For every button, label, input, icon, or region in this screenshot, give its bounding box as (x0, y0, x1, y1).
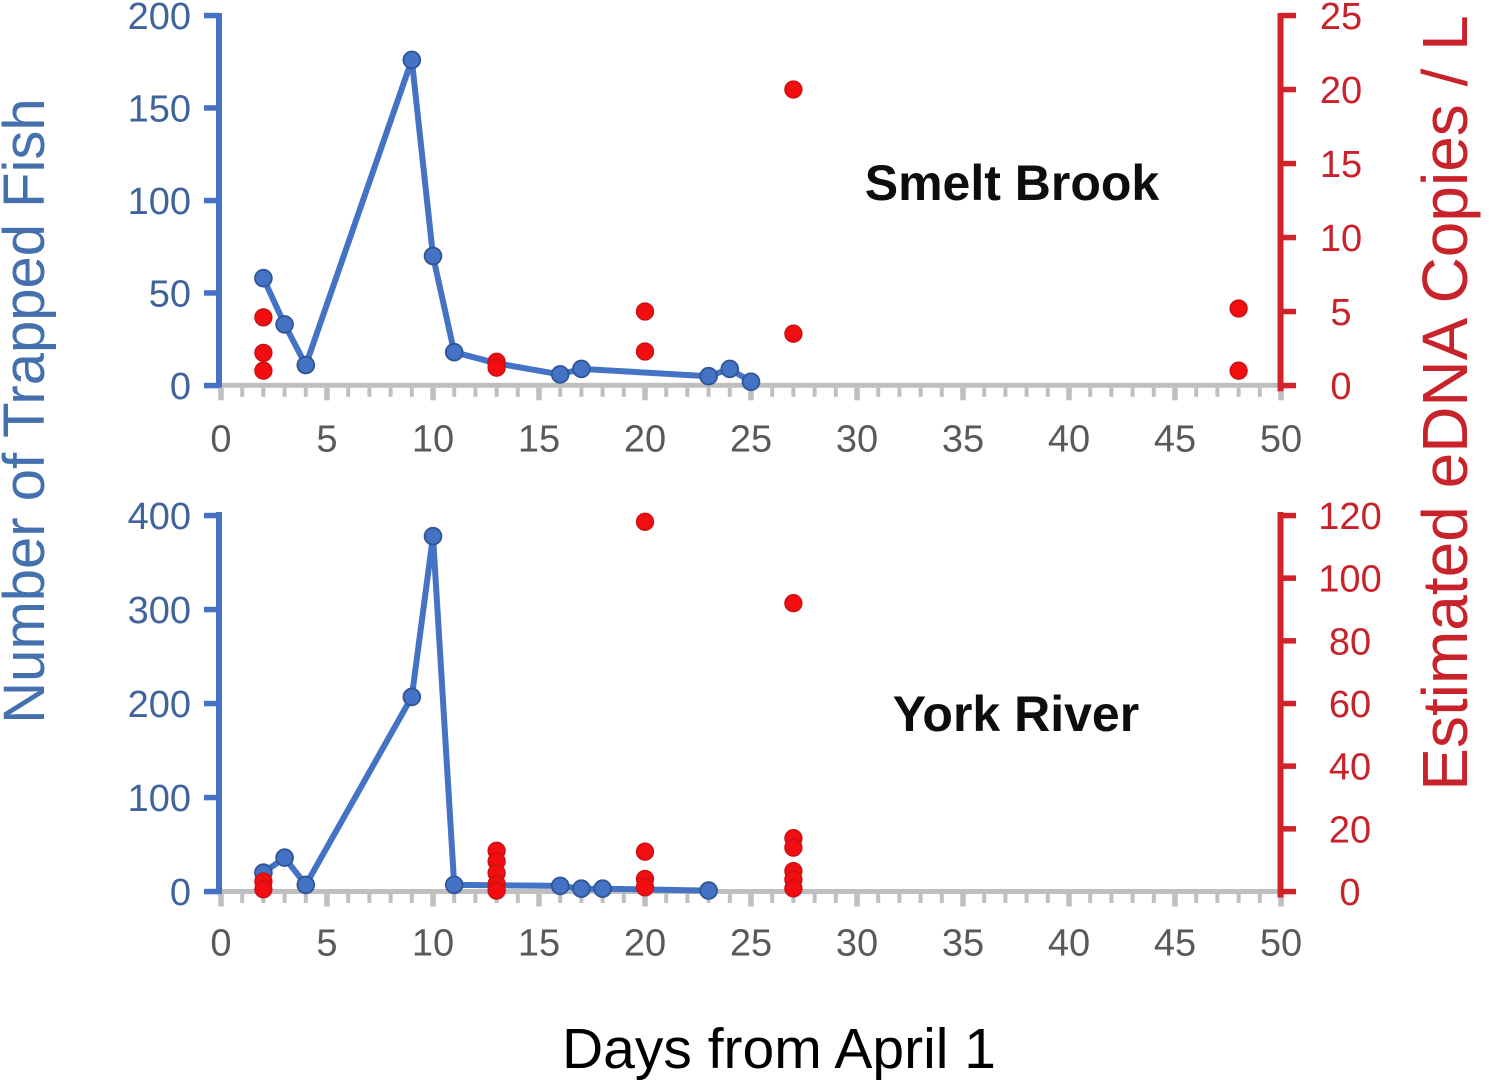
svg-text:Number of Trapped Fish: Number of Trapped Fish (0, 98, 57, 723)
svg-text:25: 25 (730, 419, 772, 461)
svg-text:80: 80 (1329, 621, 1371, 663)
svg-text:20: 20 (1329, 809, 1371, 851)
svg-text:50: 50 (1260, 419, 1302, 461)
svg-text:300: 300 (128, 590, 191, 632)
svg-text:35: 35 (942, 419, 984, 461)
svg-text:400: 400 (128, 496, 191, 538)
svg-text:10: 10 (1320, 218, 1362, 260)
svg-text:0: 0 (210, 923, 231, 965)
svg-text:50: 50 (149, 274, 191, 316)
svg-text:40: 40 (1329, 747, 1371, 789)
svg-text:100: 100 (128, 778, 191, 820)
svg-text:20: 20 (624, 923, 666, 965)
svg-text:25: 25 (1320, 0, 1362, 38)
svg-text:0: 0 (1339, 872, 1360, 914)
svg-text:15: 15 (518, 419, 560, 461)
svg-text:150: 150 (128, 89, 191, 131)
svg-text:15: 15 (518, 923, 560, 965)
svg-text:200: 200 (128, 0, 191, 38)
svg-text:25: 25 (730, 923, 772, 965)
svg-text:York River: York River (893, 686, 1139, 742)
svg-text:40: 40 (1048, 923, 1090, 965)
svg-text:Estimated eDNA Copies / L: Estimated eDNA Copies / L (1409, 15, 1481, 790)
svg-text:100: 100 (1318, 559, 1381, 601)
svg-text:0: 0 (210, 419, 231, 461)
svg-text:10: 10 (412, 923, 454, 965)
svg-text:Days from April 1: Days from April 1 (562, 1017, 996, 1081)
svg-text:30: 30 (836, 419, 878, 461)
svg-text:30: 30 (836, 923, 878, 965)
svg-text:15: 15 (1320, 144, 1362, 186)
svg-text:5: 5 (316, 923, 337, 965)
svg-text:0: 0 (1330, 366, 1351, 408)
svg-text:Smelt Brook: Smelt Brook (865, 155, 1160, 211)
svg-text:40: 40 (1048, 419, 1090, 461)
svg-text:50: 50 (1260, 923, 1302, 965)
svg-text:10: 10 (412, 419, 454, 461)
svg-text:60: 60 (1329, 684, 1371, 726)
svg-text:20: 20 (624, 419, 666, 461)
svg-text:35: 35 (942, 923, 984, 965)
svg-text:45: 45 (1154, 419, 1196, 461)
svg-text:20: 20 (1320, 70, 1362, 112)
svg-text:5: 5 (1330, 292, 1351, 334)
svg-text:0: 0 (170, 872, 191, 914)
svg-text:100: 100 (128, 181, 191, 223)
svg-text:45: 45 (1154, 923, 1196, 965)
svg-text:0: 0 (170, 366, 191, 408)
svg-text:120: 120 (1318, 496, 1381, 538)
svg-text:200: 200 (128, 684, 191, 726)
svg-text:5: 5 (316, 419, 337, 461)
